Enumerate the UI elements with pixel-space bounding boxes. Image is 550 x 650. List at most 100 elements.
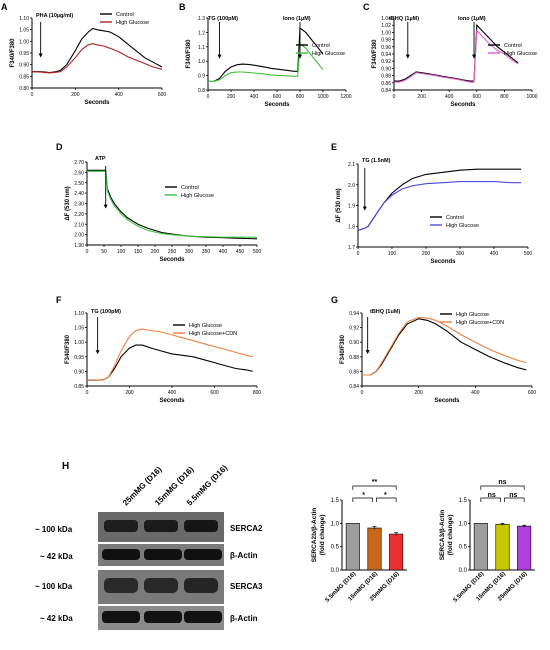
y-tick-label: 0.86 — [381, 81, 391, 87]
y-tick-label: 1.2 — [198, 30, 205, 36]
legend-label: High Glucose+CDN — [189, 331, 237, 337]
arrow-head — [103, 204, 108, 209]
blot-mw-label: ~ 42 kDa — [40, 552, 73, 561]
y-tick-label: 0.84 — [381, 88, 391, 94]
x-tick-label: 400 — [168, 390, 177, 396]
x-tick-label: 400 — [471, 390, 480, 396]
x-tick-label: 350 — [202, 249, 211, 255]
y-axis-label: SERCA3/β-Actin — [439, 510, 446, 561]
y-tick-label: 0.0 — [459, 568, 468, 574]
y-tick-label: 1.90 — [74, 243, 84, 249]
stimulus-label: TG (100pM) — [208, 16, 238, 22]
sig-bracket — [480, 497, 501, 502]
chart-b: B 0.8 0.9 1.0 1.1 1.2 1.3 0 200 400 600 800 1000 1200… — [179, 2, 352, 108]
panel-label: A — [1, 2, 8, 12]
x-tick-label: 1000 — [526, 94, 537, 100]
x-tick-label: 400 — [114, 92, 123, 98]
bar — [389, 533, 404, 571]
x-tick-label: 100 — [117, 249, 126, 255]
panel-label: E — [331, 142, 337, 152]
y-tick-label: 1.9 — [348, 204, 355, 210]
y-tick-label: 0.86 — [349, 369, 359, 375]
y-tick-label: 1.1 — [198, 45, 205, 51]
stimulus-label: PHA (10µg/ml) — [36, 13, 73, 19]
panel-label: D — [56, 142, 63, 152]
sig-label: ns — [509, 492, 517, 499]
chart-c: C0.840.860.880.900.920.940.960.981.001.0… — [363, 2, 538, 108]
y-tick-label: 2.0 — [348, 183, 355, 189]
y-tick-label: 0.90 — [349, 340, 359, 346]
y-tick-label: 1.0 — [331, 521, 340, 527]
blot-band-name: β-Actin — [230, 614, 258, 623]
x-tick-label: 1200 — [340, 94, 351, 100]
y-tick-label: 0.88 — [349, 355, 359, 361]
x-tick-label: 600 — [158, 92, 167, 98]
y-tick-label: 0.84 — [349, 384, 359, 390]
x-tick-label: 600 — [473, 94, 482, 100]
y-tick-label: 2.00 — [74, 233, 84, 239]
series-line — [31, 43, 163, 74]
y-axis-label: F340/F380 — [10, 38, 16, 68]
blot-graphic: H 25mMG (D16) 15mMG (D16) 5.5mMG (D16) ~… — [35, 461, 263, 630]
x-tick-label: 100 — [388, 251, 397, 257]
x-tick-label: 0 — [393, 94, 396, 100]
legend-label: Control — [504, 43, 522, 49]
bar — [495, 523, 510, 571]
x-tick-label: 400 — [219, 249, 228, 255]
legend-label: Control — [116, 12, 134, 18]
arrow-head — [38, 53, 43, 58]
x-tick-label: 50 — [101, 249, 107, 255]
y-tick-label: 0.88 — [381, 74, 391, 80]
y-axis-label: SERCA2b/β-Actin — [311, 508, 318, 563]
stimulus-label: tBHQ (1µM) — [389, 16, 419, 22]
stimulus-label: tBHQ (1uM) — [370, 309, 400, 315]
x-tick-label: 0 — [357, 251, 360, 257]
legend-label: Control — [312, 43, 330, 49]
y-axis-label: (fold change) — [447, 515, 454, 556]
sig-label: ** — [372, 479, 378, 486]
panel-label: G — [331, 295, 338, 305]
x-tick-label: 800 — [296, 94, 305, 100]
bar-chart-serca2: 0.0 0.5 1.0 1.5 SERCA2b/β-Actin (fold change)… — [311, 479, 407, 604]
sig-bracket — [480, 485, 525, 490]
y-tick-label: 1.00 — [74, 340, 84, 346]
x-tick-label: 600 — [273, 94, 282, 100]
x-tick-label: 400 — [490, 251, 499, 257]
stimulus-label: TG (100pM) — [91, 309, 121, 315]
y-tick-label: 1.5 — [331, 498, 340, 504]
arrow-head — [298, 54, 302, 59]
sig-label: ns — [498, 479, 506, 486]
y-tick-label: 2.10 — [74, 222, 84, 228]
y-tick-label: 1.3 — [198, 16, 205, 22]
bar — [473, 523, 488, 571]
y-tick-label: 0.90 — [74, 369, 84, 375]
blot-mw-label: ~ 42 kDa — [40, 614, 73, 623]
x-axis-label: Seconds — [84, 100, 110, 106]
y-tick-label: 1.00 — [19, 39, 29, 45]
y-tick-label: 2.40 — [74, 191, 84, 197]
series-line — [32, 27, 163, 74]
legend-label: Control — [181, 185, 199, 191]
y-tick-label: 2.30 — [74, 202, 84, 208]
bar — [367, 527, 382, 571]
panel-label: F — [56, 295, 62, 305]
x-tick-label: 200 — [227, 94, 236, 100]
y-axis-label: F340/F380 — [340, 334, 346, 364]
y-tick-label: 1.10 — [74, 311, 84, 317]
x-tick-label: 150 — [134, 249, 143, 255]
x-tick-label: 600 — [528, 390, 537, 396]
legend-label: High Glucose — [312, 51, 345, 57]
x-axis-label: Seconds — [159, 257, 185, 263]
bar — [517, 525, 532, 571]
chart-a: A 0.80 0.85 0.90 0.95 1.00 1.05 1.10 0 200 400 600 S… — [1, 2, 167, 106]
series-line — [362, 316, 527, 376]
series-line — [87, 328, 253, 381]
blot-band-name: β-Actin — [230, 551, 258, 560]
stimulus-label: Iono (1µM) — [458, 16, 486, 22]
y-tick-label: 0.92 — [381, 59, 391, 65]
arrow-head — [472, 54, 477, 59]
x-axis-label: Seconds — [430, 259, 456, 265]
series-line — [394, 29, 519, 83]
blot-panel: H 25mMG (D16) 15mMG (D16) 5.5mMG (D16) ~… — [0, 460, 300, 645]
x-tick-label: 200 — [422, 251, 431, 257]
